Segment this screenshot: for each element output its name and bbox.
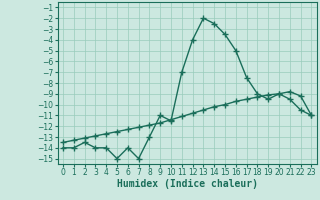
X-axis label: Humidex (Indice chaleur): Humidex (Indice chaleur) xyxy=(117,179,258,189)
